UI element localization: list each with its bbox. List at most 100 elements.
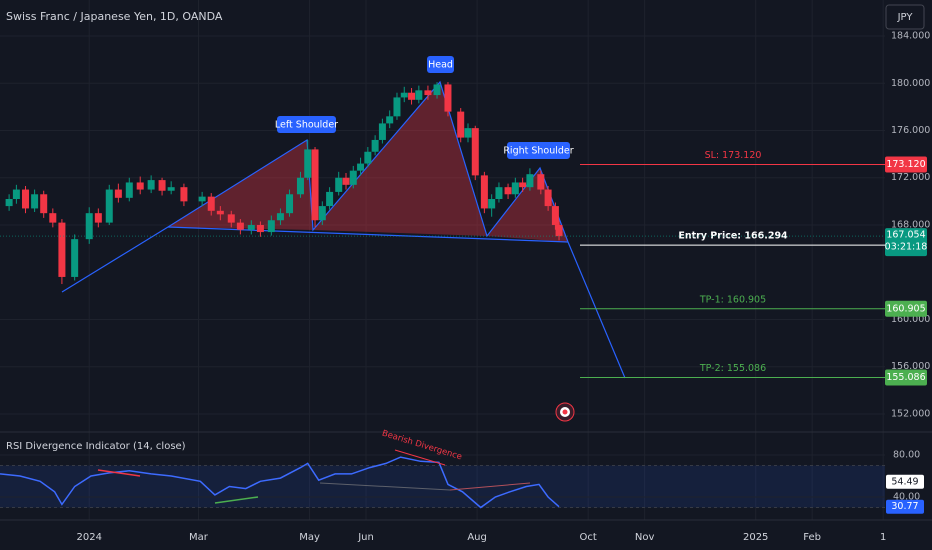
candle-body — [236, 222, 244, 230]
candle-body — [551, 206, 559, 225]
candle-body — [58, 222, 66, 277]
y-tick-label: 168.000 — [891, 219, 930, 230]
candles — [5, 82, 563, 285]
annotation-box — [427, 56, 454, 73]
y-tick-label: 152.000 — [891, 408, 930, 419]
candle-body — [267, 220, 275, 233]
candle-body — [198, 196, 206, 202]
candle-body — [393, 97, 401, 117]
pattern-fill — [487, 168, 568, 242]
neckline — [167, 226, 569, 243]
divergence-lines — [97, 449, 531, 504]
candle-body — [326, 191, 334, 207]
x-tick-label: May — [299, 532, 320, 543]
candle-body — [371, 139, 379, 152]
divergence-line — [449, 482, 531, 491]
candle-body — [349, 170, 357, 185]
currency-button[interactable] — [885, 4, 925, 30]
divergence-line — [97, 469, 141, 477]
candle-body — [167, 187, 175, 191]
candle-body — [457, 111, 465, 138]
candle-body — [31, 194, 39, 209]
candle-body — [444, 84, 452, 112]
annotation-box — [277, 116, 336, 133]
countdown: 03:21:18 — [885, 242, 928, 253]
rsi-pane — [0, 454, 885, 509]
level-label: TP-1: 160.905 — [699, 294, 766, 305]
level-label: TP-2: 155.086 — [699, 363, 766, 374]
annotation-box — [507, 142, 570, 159]
y-tick-label: 184.000 — [891, 31, 930, 42]
candle-body — [85, 213, 93, 240]
level-label: SL: 173.120 — [705, 150, 762, 161]
x-tick-label: Jun — [357, 532, 374, 543]
annotation: Right Shoulder — [503, 146, 573, 157]
candle-body — [5, 198, 13, 207]
candle-body — [357, 163, 365, 171]
rsi-tag-label: 54.49 — [891, 476, 918, 487]
price-tag-label: 173.120 — [886, 159, 925, 170]
candle-body — [12, 189, 20, 199]
rsi-tag — [886, 499, 924, 514]
candle-body — [408, 92, 416, 100]
candle-body — [94, 213, 102, 223]
grid — [0, 0, 885, 520]
x-tick-label: Aug — [467, 532, 487, 543]
last-price-label: 167.054 — [886, 230, 925, 241]
candle-body — [511, 182, 519, 195]
price-tag — [885, 300, 927, 317]
candle-body — [488, 198, 496, 209]
price-tag-label: 160.905 — [886, 303, 925, 314]
rsi-line — [0, 456, 560, 509]
candle-body — [125, 182, 133, 198]
candle-body — [147, 180, 155, 190]
x-tick-label: Oct — [580, 532, 597, 543]
candle-body — [207, 196, 215, 211]
candle-body — [216, 210, 224, 215]
candle-body — [364, 151, 372, 164]
candle-body — [544, 189, 552, 207]
candle-body — [519, 182, 527, 188]
candle-body — [49, 213, 57, 223]
candle-body — [378, 123, 386, 140]
y-tick-label: 156.000 — [891, 361, 930, 372]
candle-body — [526, 174, 534, 188]
candle-body — [227, 214, 235, 223]
candle-body — [158, 180, 166, 191]
candle-body — [114, 189, 122, 198]
y-tick-label: 176.000 — [891, 125, 930, 136]
candle-body — [40, 194, 48, 214]
candle-body — [400, 92, 408, 98]
candle-body — [433, 84, 441, 96]
pattern-fill — [313, 82, 487, 236]
chart-title: Swiss Franc / Japanese Yen, 1D, OANDA — [6, 10, 223, 23]
y-tick-label: 180.000 — [891, 78, 930, 89]
candle-body — [415, 90, 423, 100]
candle-body — [424, 90, 432, 96]
icon — [562, 409, 568, 415]
rsi-tag-label: 30.77 — [891, 501, 918, 512]
x-tick-label: Mar — [189, 532, 209, 543]
price-tag — [885, 369, 927, 386]
candle-body — [335, 177, 343, 192]
candle-body — [247, 224, 255, 230]
y-tick-label: 80.00 — [893, 450, 920, 461]
annotation: Left Shoulder — [275, 120, 338, 131]
candle-body — [318, 206, 326, 221]
candle-body — [71, 239, 79, 277]
candle-body — [296, 177, 304, 195]
candle-body — [21, 189, 29, 209]
currency[interactable]: JPY — [897, 12, 914, 23]
candle-body — [136, 182, 144, 190]
annotation: Head — [428, 60, 453, 71]
candle-body — [464, 128, 472, 138]
candle-body — [471, 128, 479, 176]
candle-body — [480, 175, 488, 209]
candle-body — [504, 187, 512, 195]
y-tick-label: 40.00 — [893, 492, 920, 503]
divergence-line — [319, 482, 451, 491]
indicator-title: RSI Divergence Indicator (14, close) — [6, 441, 186, 452]
candle-body — [495, 187, 503, 199]
